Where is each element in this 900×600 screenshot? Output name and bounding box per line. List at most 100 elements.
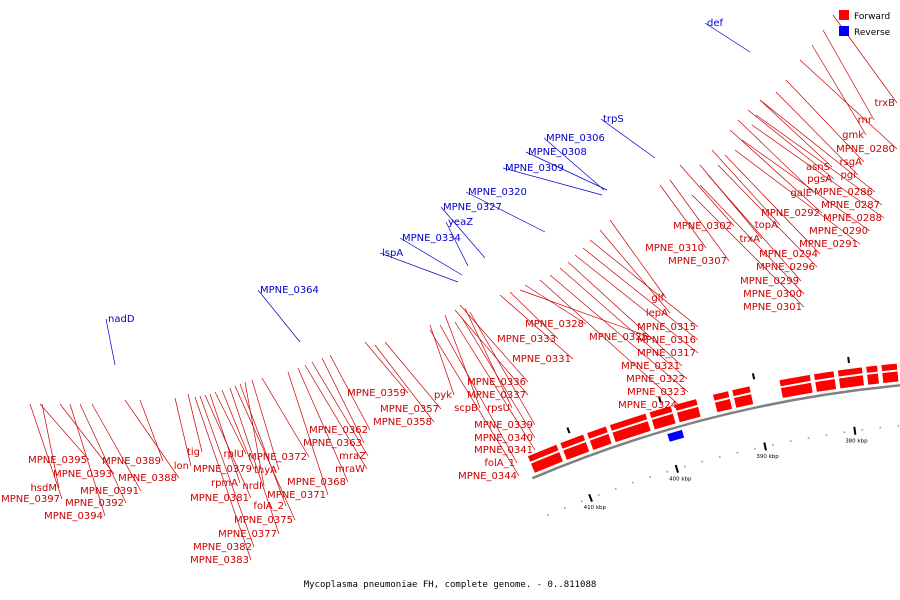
forward-gene — [867, 373, 879, 385]
gene-label: MPNE_0393 — [53, 469, 112, 480]
forward-gene — [814, 371, 835, 381]
scale-dot — [614, 487, 617, 490]
gene-label: pgi — [841, 170, 856, 181]
scale-dot — [580, 500, 583, 503]
leader-line — [679, 164, 735, 227]
leader-line — [41, 403, 60, 489]
gene-features — [527, 363, 899, 473]
kbp-tick — [674, 464, 679, 473]
kbp-ticks: 290 kbp300 kbp310 kbp320 kbp330 kbp340 k… — [566, 356, 868, 511]
leader-line — [822, 29, 875, 121]
gene-label: MPNE_0309 — [505, 163, 564, 174]
leader-line — [737, 119, 815, 194]
leader-line — [464, 307, 513, 409]
leader-line — [724, 154, 821, 255]
leader-line — [229, 387, 280, 535]
leader-line — [429, 329, 520, 477]
gene-label: MPNE_0327 — [443, 202, 502, 213]
forward-gene — [713, 391, 730, 401]
leader-line — [239, 383, 287, 507]
leader-line — [775, 91, 859, 176]
leader-line — [251, 379, 280, 471]
gene-label: MPNE_0394 — [44, 511, 103, 522]
genome-backbone — [531, 384, 900, 480]
gene-label: MPNE_0333 — [497, 334, 556, 345]
leader-line — [543, 137, 605, 191]
forward-gene — [677, 406, 701, 423]
scale-dot — [701, 460, 704, 463]
gene-label: folA_2 — [253, 501, 284, 512]
gene-label: MPNE_0388 — [118, 473, 177, 484]
forward-gene — [715, 399, 733, 413]
forward-gene — [779, 374, 811, 387]
leader-line — [261, 377, 310, 458]
gene-label: MPNE_0364 — [260, 285, 319, 296]
leader-line — [440, 206, 486, 259]
gene-label: rplU — [223, 449, 244, 460]
leader-line — [751, 124, 885, 219]
leader-line — [221, 389, 255, 470]
scale-dot — [666, 470, 669, 473]
leader-line — [459, 304, 529, 383]
legend-forward-swatch — [839, 10, 849, 20]
scale-dot — [789, 440, 792, 442]
gene-label: MPNE_0389 — [102, 456, 161, 467]
gene-label: MPNE_0359 — [347, 388, 406, 399]
gene-label: nrdI — [242, 481, 262, 492]
gene-label: MPNE_0339 — [474, 420, 533, 431]
leader-line — [759, 99, 876, 193]
forward-gene — [587, 426, 608, 439]
forward-gene — [589, 434, 612, 450]
kbp-inner-tick — [566, 427, 571, 434]
leader-line — [214, 391, 247, 455]
tick-dots — [547, 424, 900, 516]
gene-label: MPNE_0292 — [761, 208, 820, 219]
gene-label: rsgA — [839, 157, 862, 168]
kbp-tick-label: 380 kbp — [845, 439, 868, 445]
leader-line — [234, 385, 296, 521]
scale-dot — [825, 434, 828, 436]
gene-label: MPNE_0296 — [756, 262, 815, 273]
forward-gene — [882, 371, 899, 383]
scale-dot — [754, 447, 756, 450]
kbp-tick-label: 410 kbp — [584, 505, 607, 511]
scale-dot — [547, 514, 549, 516]
leader-line — [465, 191, 546, 233]
leader-line — [734, 149, 861, 245]
leader-line — [469, 311, 536, 426]
gene-label: MPNE_0321 — [621, 361, 680, 372]
leader-line — [669, 179, 730, 262]
leader-line — [574, 254, 699, 354]
gene-label: rpmA — [211, 478, 238, 489]
gene-label: MPNE_0337 — [467, 390, 526, 401]
gene-label: galE — [790, 188, 812, 199]
gene-label: MPNE_0287 — [821, 200, 880, 211]
gene-label: MPNE_0306 — [546, 133, 605, 144]
forward-gene — [612, 421, 651, 443]
leader-line — [741, 139, 871, 232]
gene-label: MPNE_0391 — [80, 486, 139, 497]
gene-label: MPNE_0317 — [637, 348, 696, 359]
leader-line — [209, 393, 241, 484]
gene-label: rnr — [858, 115, 873, 126]
kbp-tick — [853, 426, 857, 435]
leader-line — [91, 403, 142, 492]
scale-dot — [861, 429, 864, 431]
leader-line — [194, 396, 252, 561]
leader-line — [747, 109, 835, 180]
gene-label: MPNE_0294 — [759, 249, 818, 260]
kbp-inner-tick — [847, 356, 850, 364]
legend-reverse-swatch — [839, 26, 849, 36]
leader-line — [524, 284, 587, 325]
leader-line — [691, 194, 805, 308]
scale-dot — [807, 437, 810, 439]
gene-label: def — [707, 18, 724, 29]
scale-dot — [736, 451, 739, 454]
forward-gene — [839, 375, 864, 389]
forward-gene — [732, 386, 751, 397]
forward-gene — [649, 406, 673, 418]
gene-label: MPNE_0315 — [637, 322, 696, 333]
genome-caption: Mycoplasma pneumoniae FH, complete genom… — [304, 580, 597, 590]
leader-line — [525, 151, 608, 191]
forward-gene — [734, 394, 754, 408]
